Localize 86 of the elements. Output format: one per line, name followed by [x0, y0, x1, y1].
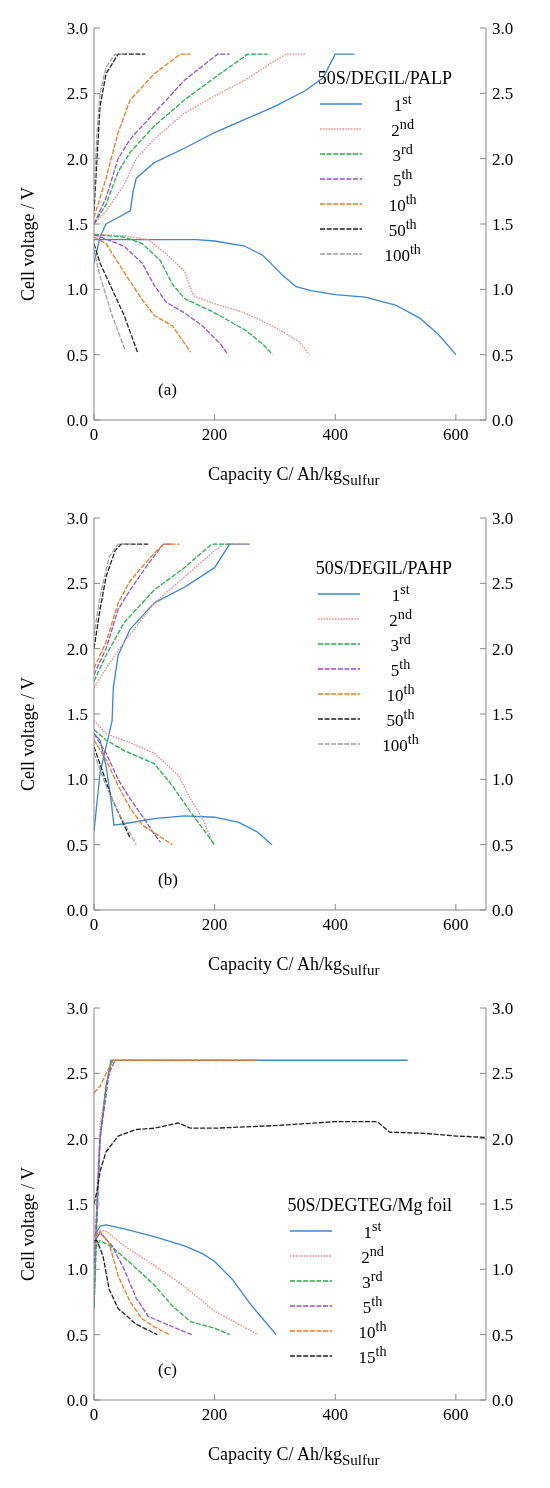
- y-tick-label: 3.0: [66, 19, 88, 39]
- y-tick-label: 2.0: [66, 1129, 88, 1149]
- annotation: (c): [158, 1360, 177, 1380]
- y2-tick-label: 1.5: [492, 705, 514, 725]
- x-tick-label: 400: [322, 425, 348, 445]
- y2-tick-label: 2.5: [492, 574, 514, 594]
- y-tick-label: 1.5: [66, 215, 88, 235]
- y2-tick-label: 2.0: [492, 639, 514, 659]
- legend-label: 50$^{th}$: [387, 216, 418, 241]
- x-axis-title: Capacity C/ Ah/kg$_{Sulfur}$: [208, 464, 380, 489]
- x-tick-label: 200: [201, 915, 228, 935]
- y2-tick-label: 0.0: [492, 901, 514, 921]
- legend-label: 100$^{th}$: [381, 731, 420, 756]
- x-tick-label: 600: [443, 425, 469, 445]
- y-tick-label: 0.5: [66, 1325, 88, 1345]
- y-tick-label: 0.0: [66, 411, 88, 431]
- annotation: (b): [158, 870, 178, 890]
- y-tick-label: 1.0: [66, 280, 88, 300]
- legend-title: 50S/DEGIL/PAHP: [315, 558, 452, 579]
- y-tick-label: 2.0: [66, 149, 88, 169]
- y2-tick-label: 2.5: [492, 84, 514, 104]
- legend-label: 2$^{nd}$: [390, 116, 415, 141]
- legend-title: 50S/DEGIL/PALP: [317, 68, 452, 89]
- y-tick-label: 0.5: [66, 835, 88, 855]
- y2-tick-label: 2.0: [492, 149, 514, 169]
- legend-label: 3$^{rd}$: [361, 1268, 384, 1293]
- y-tick-label: 2.5: [66, 84, 88, 104]
- y-tick-label: 0.5: [66, 345, 88, 365]
- x-tick-label: 400: [322, 1405, 348, 1425]
- legend-label: 5$^{th}$: [391, 166, 414, 191]
- y2-tick-label: 2.5: [492, 1064, 514, 1084]
- x-tick-label: 400: [322, 915, 348, 935]
- y2-tick-label: 3.0: [492, 999, 514, 1019]
- legend-label: 5$^{th}$: [389, 656, 412, 681]
- legend-label: 1$^{st}$: [390, 581, 411, 606]
- y-tick-label: 2.5: [66, 574, 88, 594]
- y2-tick-label: 0.0: [492, 1391, 514, 1411]
- y-tick-label: 1.0: [66, 1260, 88, 1280]
- legend-label: 10$^{th}$: [357, 1318, 388, 1343]
- y-tick-label: 3.0: [66, 509, 88, 529]
- x-tick-label: 200: [201, 1405, 228, 1425]
- annotation: (a): [158, 380, 177, 400]
- x-tick-label: 600: [443, 915, 469, 935]
- y-tick-label: 1.5: [66, 1195, 88, 1215]
- x-tick-label: 0: [89, 1405, 99, 1425]
- legend-title: 50S/DEGTEG/Mg foil: [287, 1195, 452, 1216]
- x-tick-label: 200: [201, 425, 228, 445]
- x-axis-title: Capacity C/ Ah/kg$_{Sulfur}$: [208, 1444, 380, 1469]
- x-axis-title: Capacity C/ Ah/kg$_{Sulfur}$: [208, 954, 380, 979]
- legend-label: 50$^{th}$: [385, 706, 416, 731]
- y2-tick-label: 0.0: [492, 411, 514, 431]
- legend-label: 3$^{rd}$: [389, 631, 412, 656]
- y-tick-label: 1.0: [66, 770, 88, 790]
- legend-label: 1$^{st}$: [362, 1218, 383, 1243]
- legend-label: 10$^{th}$: [387, 191, 418, 216]
- y2-tick-label: 2.0: [492, 1129, 514, 1149]
- y2-tick-label: 1.0: [492, 1260, 514, 1280]
- legend-label: 1$^{st}$: [392, 91, 413, 116]
- y2-tick-label: 1.0: [492, 770, 514, 790]
- y-tick-label: 3.0: [66, 999, 88, 1019]
- legend-label: 10$^{th}$: [385, 681, 416, 706]
- y2-tick-label: 1.5: [492, 1195, 514, 1215]
- y-axis-title: Cell voltage / V: [17, 676, 39, 792]
- legend-label: 15$^{th}$: [357, 1343, 388, 1368]
- y-tick-label: 0.0: [66, 901, 88, 921]
- y-tick-label: 0.0: [66, 1391, 88, 1411]
- y2-tick-label: 0.5: [492, 835, 514, 855]
- legend-label: 2$^{nd}$: [360, 1243, 385, 1268]
- x-tick-label: 0: [89, 915, 99, 935]
- legend-label: 2$^{nd}$: [388, 606, 413, 631]
- y2-tick-label: 3.0: [492, 19, 514, 39]
- y-axis-title: Cell voltage / V: [17, 186, 39, 302]
- y2-tick-label: 0.5: [492, 345, 514, 365]
- y2-tick-label: 0.5: [492, 1325, 514, 1345]
- y-axis-title: Cell voltage / V: [17, 1166, 39, 1282]
- x-tick-label: 0: [89, 425, 99, 445]
- legend-label: 3$^{rd}$: [391, 141, 414, 166]
- y2-tick-label: 1.0: [492, 280, 514, 300]
- y-tick-label: 2.0: [66, 639, 88, 659]
- y-tick-label: 2.5: [66, 1064, 88, 1084]
- legend-label: 5$^{th}$: [361, 1293, 384, 1318]
- y-tick-label: 1.5: [66, 705, 88, 725]
- x-tick-label: 600: [443, 1405, 469, 1425]
- legend-label: 100$^{th}$: [383, 241, 422, 266]
- y2-tick-label: 3.0: [492, 509, 514, 529]
- y2-tick-label: 1.5: [492, 215, 514, 235]
